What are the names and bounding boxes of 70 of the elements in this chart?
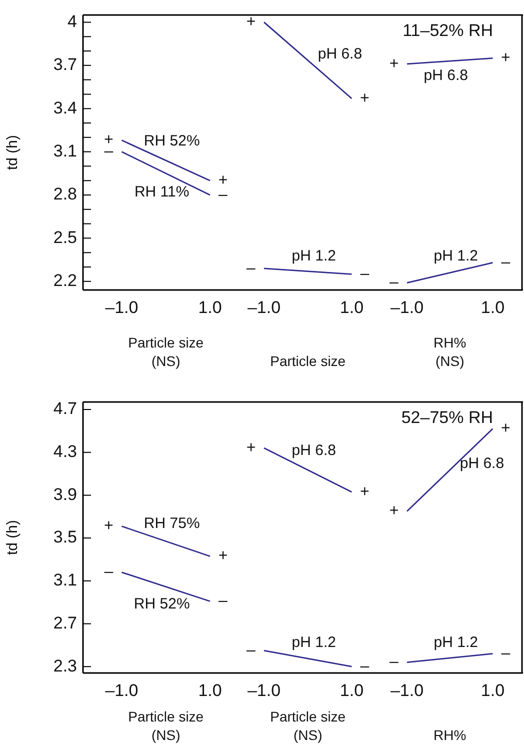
annotation: + — [246, 14, 256, 31]
x-axis-title: Particle size (NS) — [270, 708, 346, 743]
annotation: – — [246, 260, 256, 277]
annotation: – — [360, 658, 370, 675]
series-label: RH 11% — [134, 184, 190, 201]
annotation: + — [218, 548, 228, 565]
series-label: pH 6.8 — [460, 455, 504, 472]
annotation: + — [360, 483, 370, 500]
annotation: – — [360, 266, 370, 283]
y-axis-title: td (h) — [4, 520, 22, 556]
x-tick-label: –1.0 — [247, 680, 281, 700]
x-axis-title: Particle size (NS) — [128, 708, 204, 743]
chart-title: 52–75% RH — [401, 408, 493, 428]
series-label: pH 1.2 — [434, 634, 478, 652]
y-tick-label: 4 — [68, 12, 77, 31]
chart-title: 11–52% RH — [402, 21, 493, 40]
annotation: + — [389, 502, 399, 520]
x-tick-label: 1.0 — [480, 680, 505, 700]
annotation: + — [389, 55, 399, 72]
y-tick-label: 3.7 — [53, 55, 77, 74]
y-tick-label: 2.7 — [53, 613, 77, 632]
series-label: pH 6.8 — [424, 66, 468, 84]
annotation: – — [246, 642, 256, 659]
annotation: – — [218, 592, 228, 610]
y-tick-label: 3.5 — [53, 528, 77, 547]
y-tick-label: 3.9 — [53, 484, 77, 504]
series-label: pH 1.2 — [292, 248, 336, 265]
annotation: + — [501, 50, 510, 67]
annotation: – — [218, 186, 228, 204]
annotation: + — [360, 90, 370, 107]
series-label: pH 1.2 — [292, 634, 336, 651]
annotation: + — [104, 518, 114, 535]
x-tick-label: –1.0 — [390, 298, 424, 317]
series-label: RH 75% — [144, 514, 200, 532]
x-axis-title: Particle size (NS) — [128, 334, 204, 369]
x-tick-label: 1.0 — [198, 298, 222, 317]
x-tick-label: –1.0 — [247, 298, 281, 317]
annotation: – — [104, 564, 114, 581]
x-axis-title: Particle size — [270, 352, 346, 369]
y-tick-label: 4.7 — [53, 399, 77, 418]
y-tick-label: 2.3 — [53, 656, 77, 676]
y-tick-label: 3.1 — [53, 141, 77, 160]
y-axis-title: td (h) — [4, 134, 22, 170]
annotation: + — [218, 172, 228, 189]
y-tick-label: 3.4 — [53, 98, 77, 118]
y-tick-label: 4.3 — [53, 442, 77, 462]
annotation: – — [501, 254, 510, 272]
x-tick-label: –1.0 — [105, 680, 138, 700]
annotation: – — [501, 645, 510, 662]
x-tick-label: –1.0 — [390, 680, 424, 700]
annotation: – — [390, 654, 399, 671]
x-axis-title: RH% (NS) — [434, 334, 466, 369]
annotation: – — [390, 274, 399, 292]
y-tick-label: 2.8 — [53, 184, 77, 204]
y-tick-label: 3.1 — [53, 570, 77, 590]
series-label: pH 1.2 — [434, 247, 478, 264]
y-tick-label: 2.5 — [53, 228, 77, 247]
annotation: + — [246, 439, 256, 456]
series-label: pH 6.8 — [318, 45, 362, 62]
x-tick-label: 1.0 — [340, 680, 364, 700]
x-axis-title: RH% — [434, 726, 466, 743]
series-label: RH 52% — [134, 595, 190, 612]
series-label: RH 52% — [144, 132, 200, 150]
x-tick-label: 1.0 — [480, 298, 505, 317]
series-label: pH 6.8 — [292, 442, 336, 459]
y-tick-label: 2.2 — [53, 271, 77, 290]
x-tick-label: –1.0 — [105, 298, 138, 317]
x-tick-label: 1.0 — [198, 680, 222, 700]
annotation: + — [501, 420, 510, 438]
x-tick-label: 1.0 — [340, 298, 364, 317]
